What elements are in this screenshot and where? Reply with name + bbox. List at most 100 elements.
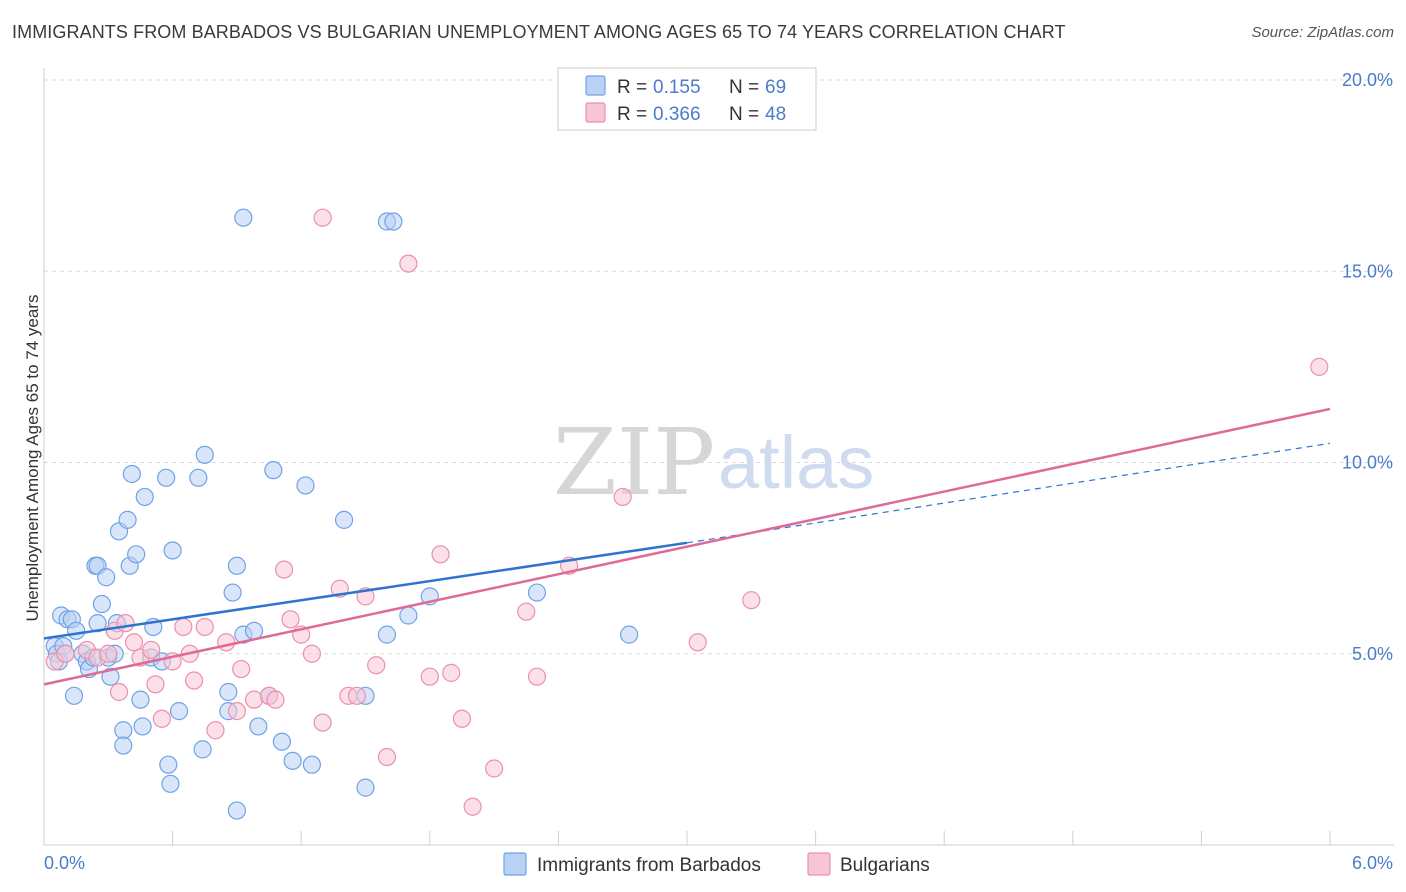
trend-line-barbados: [43, 541, 688, 640]
data-point-bulgarians: [431, 545, 450, 564]
legend-swatch-bulgarians: [807, 852, 831, 876]
data-point-bulgarians: [99, 644, 118, 663]
correlation-legend: R = 0.155 N = 69 R = 0.366 N = 48: [557, 67, 817, 131]
watermark: ZIP atlas: [553, 409, 874, 516]
data-point-barbados: [122, 464, 141, 484]
data-point-barbados: [92, 594, 111, 614]
data-point-barbados: [131, 690, 150, 709]
data-point-barbados: [234, 208, 253, 227]
data-point-bulgarians: [184, 671, 204, 690]
data-point-barbados: [161, 774, 180, 793]
data-point-bulgarians: [109, 682, 129, 702]
data-point-barbados: [620, 625, 639, 644]
source-label: Source: ZipAtlas.com: [1251, 24, 1394, 41]
data-point-barbados: [272, 732, 292, 751]
watermark-atlas: atlas: [718, 421, 874, 504]
data-point-barbados: [135, 487, 154, 507]
legend-label-bulgarians: Bulgarians: [840, 855, 930, 876]
data-point-bulgarians: [124, 633, 144, 652]
data-point-barbados: [399, 606, 418, 625]
data-point-barbados: [227, 556, 246, 575]
data-point-barbados: [283, 751, 302, 770]
y-tick-labels: 5.0% 10.0% 15.0% 20.0%: [1342, 70, 1393, 664]
data-point-bulgarians: [442, 663, 461, 682]
data-point-bulgarians: [399, 254, 418, 273]
data-point-barbados: [195, 445, 214, 464]
data-point-barbados: [356, 778, 375, 797]
data-point-barbados: [227, 801, 246, 820]
data-point-barbados: [133, 717, 152, 736]
data-point-barbados: [67, 621, 86, 640]
data-point-barbados: [264, 461, 283, 480]
legend-n-value: 69: [765, 77, 786, 98]
data-point-barbados: [189, 468, 208, 487]
data-point-barbados: [64, 686, 84, 705]
data-point-barbados: [302, 755, 322, 774]
data-point-barbados: [223, 583, 242, 602]
y-tick-label: 20.0%: [1342, 70, 1393, 90]
data-point-bulgarians: [274, 560, 294, 579]
data-point-barbados: [163, 541, 182, 560]
legend-swatch-barbados: [585, 75, 606, 96]
data-point-bulgarians: [688, 633, 707, 652]
data-point-barbados: [296, 476, 315, 495]
legend-r-value: 0.366: [653, 104, 701, 125]
grid-lines: [44, 79, 1394, 655]
trend-lines: [43, 407, 1331, 686]
legend-r-value: 0.155: [653, 77, 701, 98]
legend-label-barbados: Immigrants from Barbados: [537, 855, 761, 876]
legend-n-value: 48: [765, 104, 786, 125]
data-point-barbados: [127, 545, 146, 564]
data-point-bulgarians: [244, 690, 264, 709]
data-point-bulgarians: [227, 702, 246, 721]
data-point-bulgarians: [452, 709, 472, 728]
data-point-bulgarians: [420, 667, 439, 686]
legend-r-label: R =: [617, 104, 647, 125]
data-point-barbados: [118, 510, 137, 529]
data-point-barbados: [114, 736, 133, 755]
data-point-bulgarians: [266, 690, 285, 709]
legend-r-label: R =: [617, 77, 647, 98]
data-point-barbados: [101, 667, 120, 686]
data-point-bulgarians: [517, 602, 536, 621]
axes: [43, 68, 1394, 846]
y-axis-label: Unemployment Among Ages 65 to 74 years: [23, 295, 42, 622]
x-tick-labels: 0.0% 6.0%: [44, 853, 1393, 873]
data-point-bulgarians: [313, 713, 332, 732]
data-point-barbados: [157, 468, 176, 487]
data-point-barbados: [377, 625, 397, 644]
data-point-bulgarians: [377, 747, 397, 767]
y-tick-label: 15.0%: [1342, 261, 1393, 281]
data-point-barbados: [193, 740, 212, 759]
data-point-bulgarians: [613, 487, 632, 507]
data-point-bulgarians: [313, 208, 332, 227]
data-point-bulgarians: [302, 644, 322, 663]
data-point-bulgarians: [527, 667, 547, 686]
data-point-bulgarians: [367, 656, 386, 675]
data-point-bulgarians: [485, 759, 504, 778]
data-point-bulgarians: [1310, 357, 1329, 376]
data-point-barbados: [97, 568, 116, 587]
x-tick-label: 6.0%: [1352, 853, 1393, 873]
data-point-bulgarians: [152, 709, 171, 728]
legend-n-label: N =: [729, 77, 759, 98]
data-point-bulgarians: [146, 675, 165, 694]
data-point-barbados: [384, 212, 403, 231]
legend-swatch-barbados: [503, 852, 527, 876]
legend-swatch-bulgarians: [585, 102, 606, 123]
data-point-barbados: [249, 717, 268, 736]
legend-n-label: N =: [729, 104, 759, 125]
data-point-barbados: [219, 682, 238, 702]
data-point-bulgarians: [347, 686, 367, 705]
data-point-barbados: [114, 721, 133, 740]
x-tick-label: 0.0%: [44, 853, 85, 873]
data-point-barbados: [169, 702, 189, 721]
y-tick-label: 5.0%: [1352, 644, 1393, 664]
data-point-bulgarians: [217, 633, 236, 652]
chart-title: IMMIGRANTS FROM BARBADOS VS BULGARIAN UN…: [12, 22, 1066, 42]
watermark-zip: ZIP: [553, 409, 715, 516]
series-legend: Immigrants from Barbados Bulgarians: [503, 852, 930, 876]
data-point-bulgarians: [174, 617, 193, 637]
trend-line-bulgarians: [43, 407, 1331, 686]
